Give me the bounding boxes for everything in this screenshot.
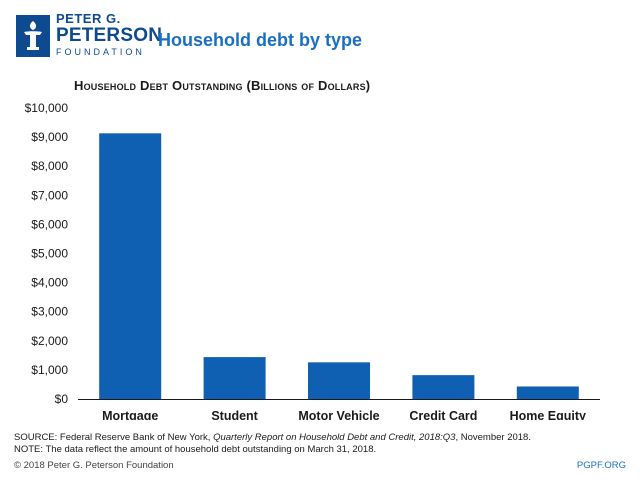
torch-logo-icon [16,15,50,57]
y-tick-label: $4,000 [31,276,68,290]
source-note: SOURCE: Federal Reserve Bank of New York… [14,432,531,456]
brand-line-1: PETER G. [56,11,121,26]
y-tick-label: $1,000 [31,363,68,377]
x-tick-label: Credit Card [409,409,477,420]
source-prefix: SOURCE: Federal Reserve Bank of New York… [14,432,214,443]
source-line: SOURCE: Federal Reserve Bank of New York… [14,432,531,444]
y-tick-label: $9,000 [31,130,68,144]
y-tick-label: $0 [55,392,69,406]
y-tick-label: $7,000 [31,188,68,202]
x-tick-label: Mortgage [102,409,158,420]
brand-line-2: PETERSON [56,25,163,46]
x-tick-label: Student [211,409,258,420]
x-tick-label: Motor Vehicle [298,409,379,420]
copyright: © 2018 Peter G. Peterson Foundation [14,460,174,471]
y-tick-label: $6,000 [31,217,68,231]
x-tick-label: Home Equity [510,409,586,420]
bar-home-equity [516,386,579,399]
bar-credit-card [412,375,475,399]
source-title: Quarterly Report on Household Debt and C… [213,432,456,443]
y-tick-label: $8,000 [31,159,68,173]
bar-mortgage [99,133,162,399]
chart-title: Household Debt Outstanding (Billions of … [74,78,371,93]
y-tick-label: $10,000 [25,101,69,115]
page-title: Household debt by type [158,30,363,50]
y-tick-label: $5,000 [31,247,68,261]
website-link[interactable]: PGPF.ORG [576,460,626,471]
y-tick-label: $2,000 [31,334,68,348]
data-note: NOTE: The data reflect the amount of hou… [14,444,377,455]
bar-student [203,357,266,399]
bar-motor-vehicle [308,362,370,399]
brand-logo-text: PETER G. PETERSON FOUNDATION [56,12,162,57]
y-tick-label: $3,000 [31,305,68,319]
brand-line-3: FOUNDATION [56,47,145,57]
bar-chart: $0 $1,000 $2,000 $3,000 $4,000 $5,000 $6,000 $7… [25,101,600,420]
source-suffix: , November 2018. [455,432,531,443]
